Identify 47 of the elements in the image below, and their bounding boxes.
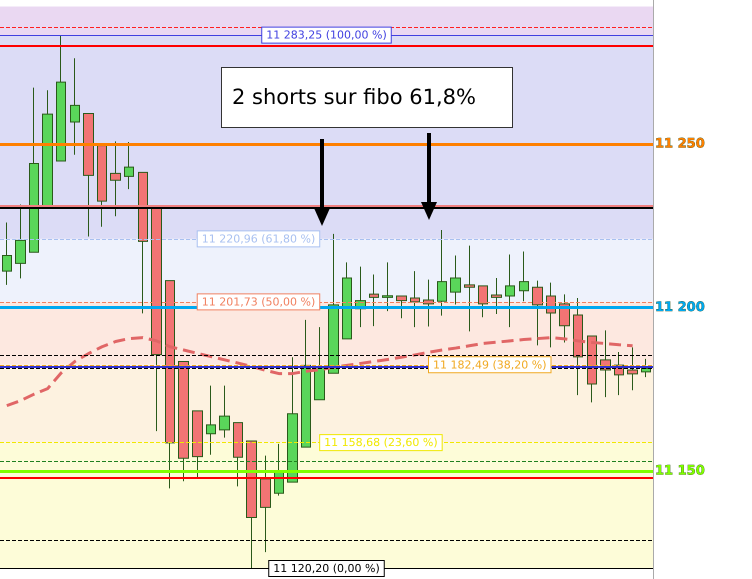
ref-line-label: 11 201,73 (50,00 %) — [202, 295, 316, 308]
candlestick — [450, 254, 461, 306]
ref-line-label: 11 120,20 (0,00 %) — [273, 562, 380, 576]
candlestick — [505, 254, 515, 328]
candlestick — [206, 385, 216, 456]
candlestick — [573, 298, 583, 396]
candlestick — [464, 245, 475, 332]
candlestick — [532, 280, 543, 346]
candlestick — [382, 262, 393, 312]
candlestick — [437, 229, 447, 316]
candlestick — [42, 90, 53, 208]
candlestick — [478, 285, 488, 318]
candlestick — [369, 274, 379, 327]
candlestick — [641, 358, 651, 378]
candlestick — [287, 356, 298, 483]
candlestick — [301, 319, 311, 448]
candlestick — [2, 222, 12, 286]
candlestick — [165, 280, 175, 489]
candlestick — [260, 455, 271, 553]
y-tick-label: 11 200 — [655, 300, 705, 315]
candlestick — [246, 440, 257, 570]
candlestick — [314, 326, 325, 400]
y-tick-label: 11 250 — [655, 136, 705, 152]
candlestick — [328, 233, 339, 374]
candlestick — [410, 270, 420, 328]
candlestick — [192, 410, 203, 478]
candlestick — [491, 278, 502, 315]
candlestick — [219, 385, 230, 438]
annotation: 2 shorts sur fibo 61,8% — [221, 67, 513, 128]
ref-line-label: 11 158,68 (23,60 %) — [324, 436, 438, 450]
candlestick — [56, 34, 66, 162]
candlestick — [124, 141, 134, 190]
candlestick — [396, 296, 407, 319]
line-series — [5, 336, 634, 408]
ref-line-label: 11 283,25 (100,00 %) — [266, 28, 387, 42]
candlestick — [342, 262, 352, 340]
ref-line-label: 11 220,96 (61,80 %) — [202, 232, 316, 246]
candlestick — [519, 251, 529, 302]
candlestick — [178, 360, 189, 482]
candlestick — [15, 204, 26, 279]
candlestick — [233, 422, 243, 487]
candlestick — [627, 346, 638, 391]
ref-line-label: 11 182,49 (38,20 %) — [432, 358, 547, 372]
candlestick — [29, 87, 39, 253]
y-tick-label: 11 150 — [655, 464, 705, 479]
candlestick — [70, 58, 80, 156]
candlestick — [423, 279, 434, 327]
